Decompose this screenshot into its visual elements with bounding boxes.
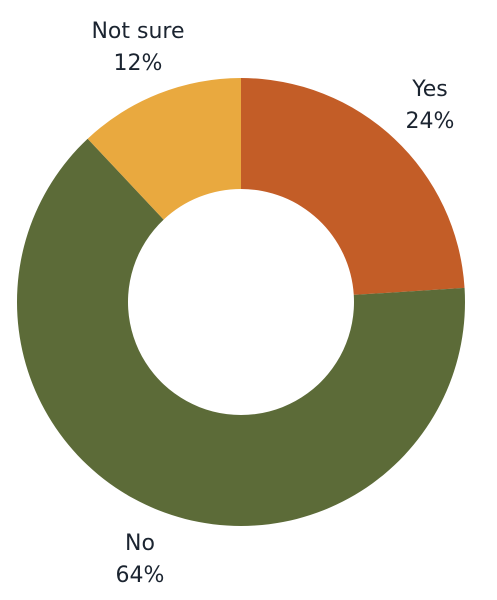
donut-slices: [17, 78, 466, 526]
slice-labels: Yes 24% No 64% Not sure 12%: [91, 19, 454, 588]
slice-label-yes: Yes: [411, 77, 448, 102]
slice-percent-not-sure: 12%: [114, 51, 163, 76]
slice-label-not-sure: Not sure: [91, 19, 184, 44]
slice-label-no: No: [125, 531, 155, 556]
slice-percent-no: 64%: [116, 563, 165, 588]
slice-yes: [241, 78, 465, 295]
slice-percent-yes: 24%: [406, 109, 455, 134]
slice-no: [17, 138, 466, 526]
slice-not-sure: [87, 78, 242, 220]
